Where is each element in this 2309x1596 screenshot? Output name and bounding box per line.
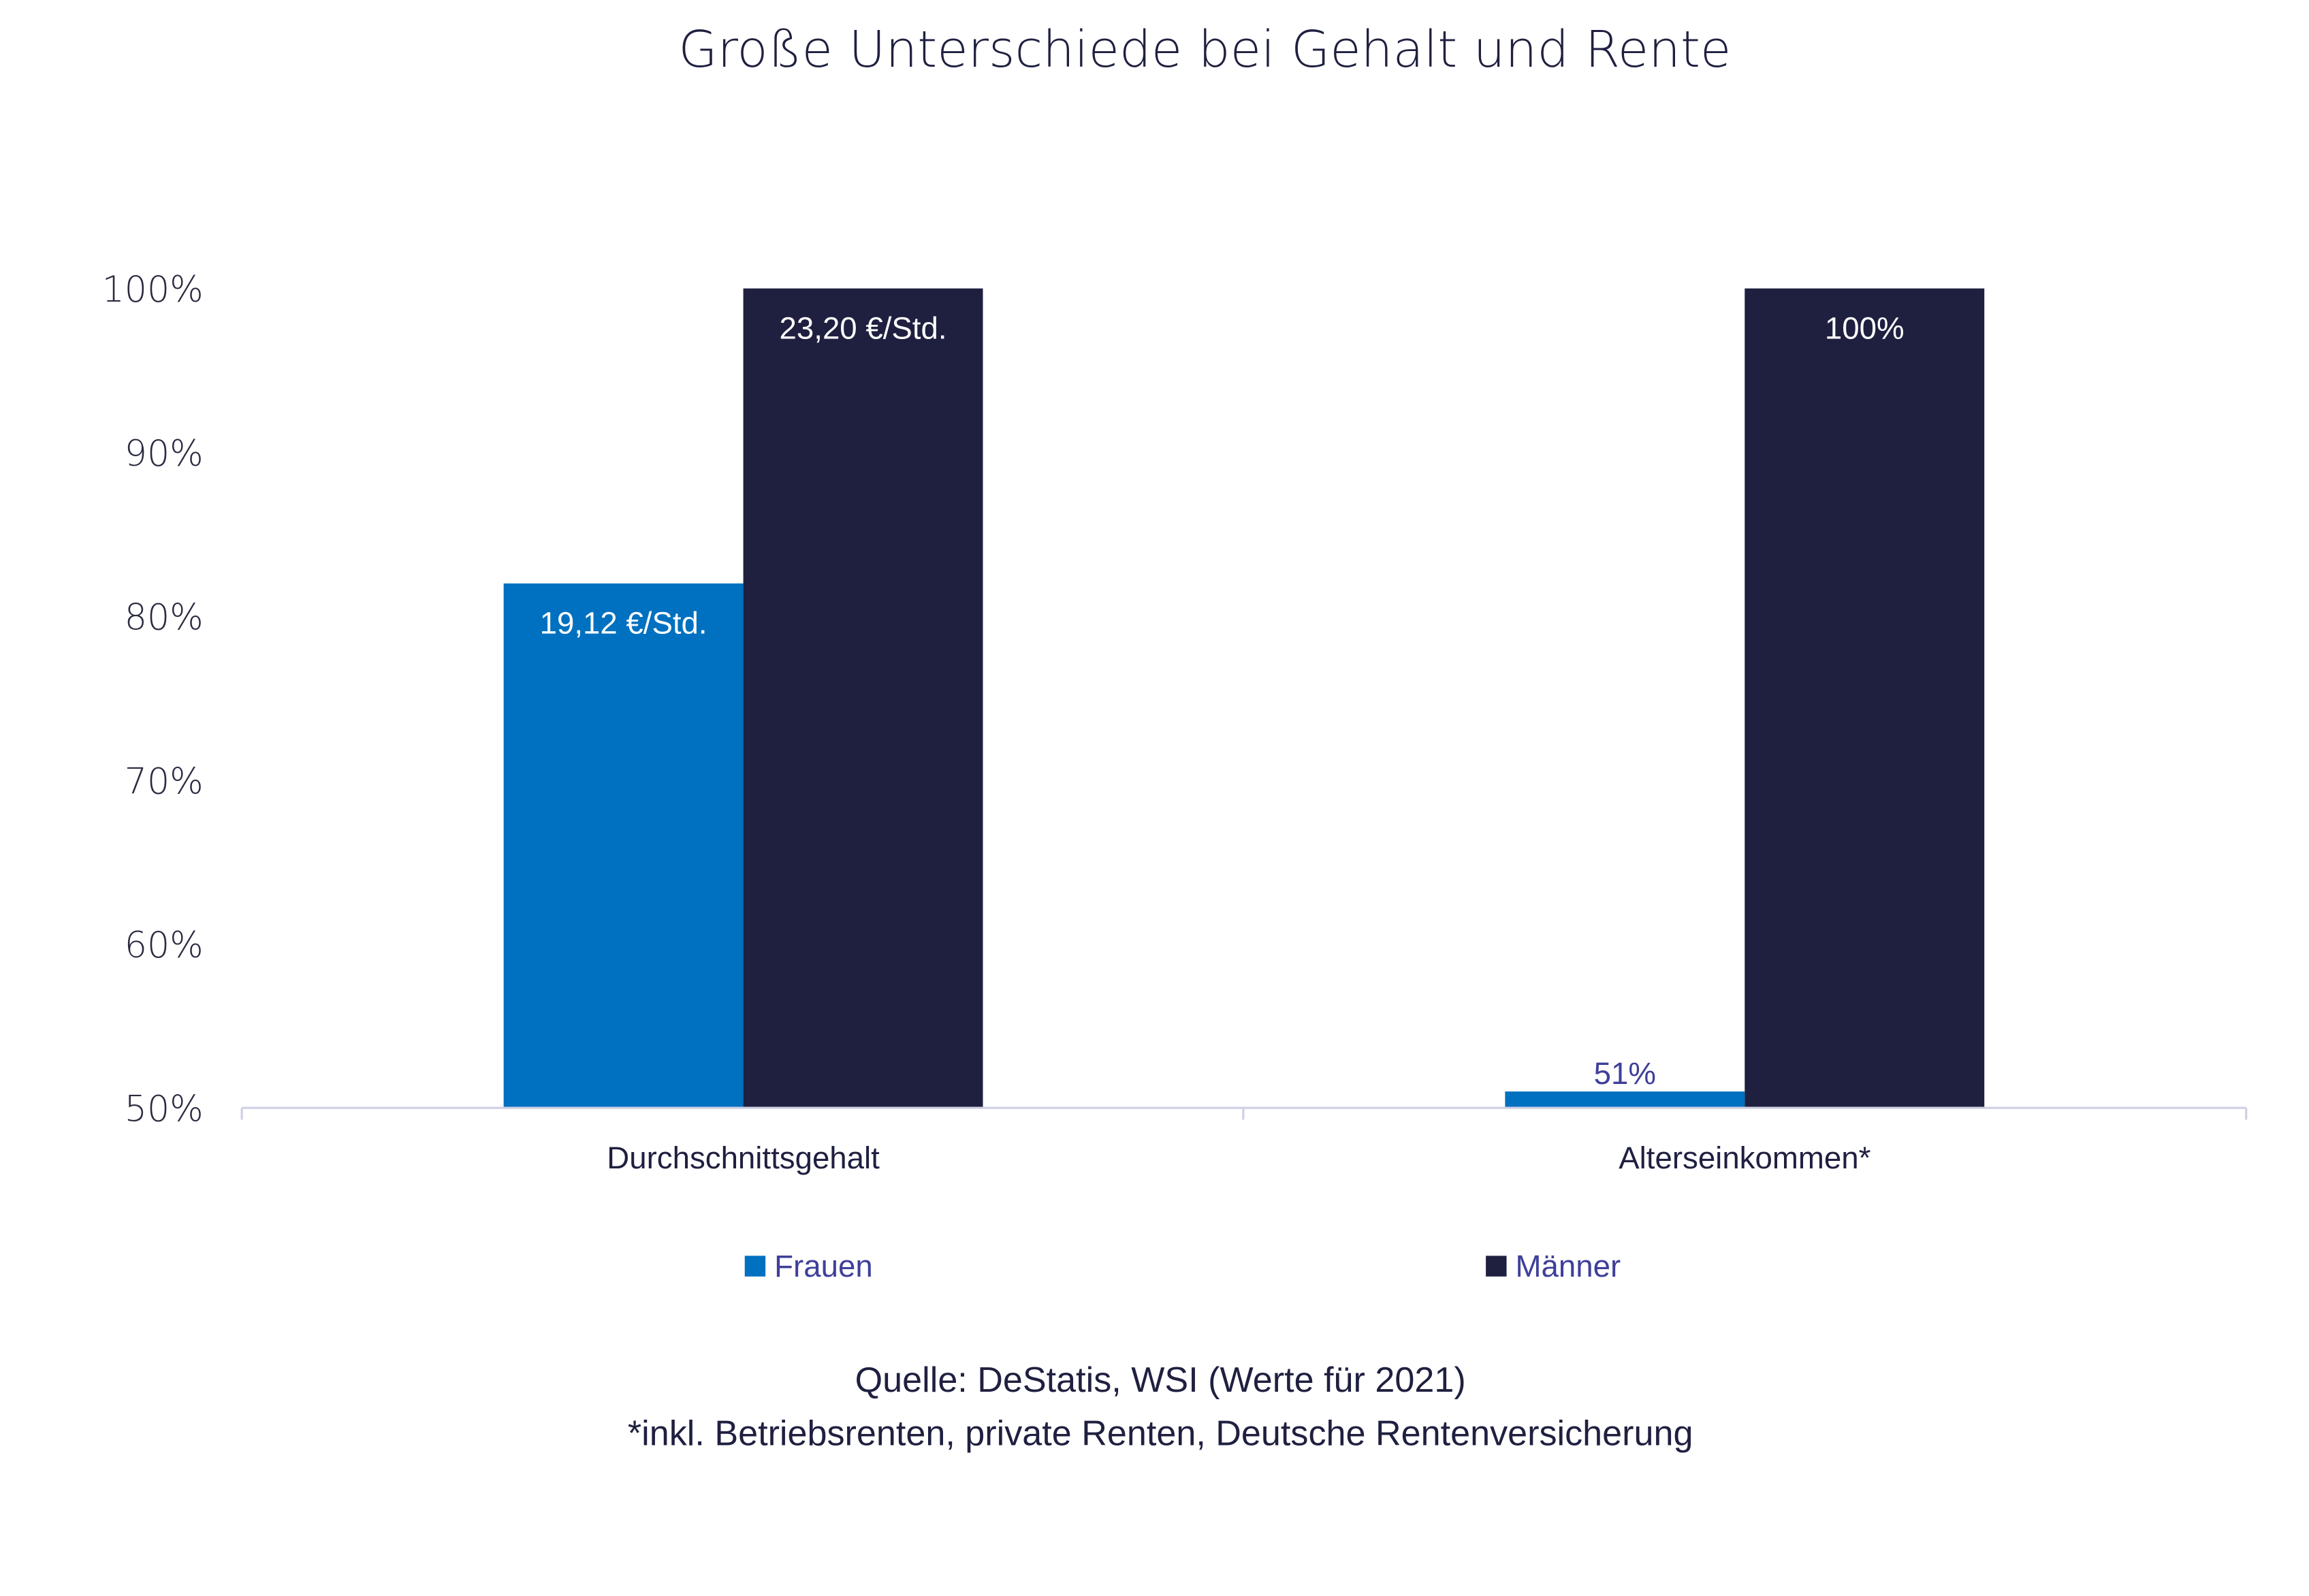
y-tick-label: 50% xyxy=(125,1089,204,1130)
legend-swatch-maenner xyxy=(1486,1256,1507,1277)
legend-swatch-frauen xyxy=(744,1256,766,1277)
y-tick-label: 80% xyxy=(125,598,204,639)
footnote: *inkl. Betriebsrenten, private Renten, D… xyxy=(628,1414,1693,1453)
legend-label-maenner: Männer xyxy=(1516,1249,1621,1283)
data-label: 19,12 €/Std. xyxy=(540,606,707,641)
bar-frauen-1 xyxy=(1505,1091,1745,1108)
data-label: 51% xyxy=(1594,1056,1656,1091)
y-tick-label: 60% xyxy=(125,925,204,966)
bar-maenner-0 xyxy=(743,288,983,1108)
source-note: Quelle: DeStatis, WSI (Werte für 2021) xyxy=(855,1360,1466,1400)
category-label: Durchschnittsgehalt xyxy=(607,1140,880,1175)
bar-maenner-1 xyxy=(1745,288,1985,1108)
y-tick-label: 90% xyxy=(125,434,204,475)
legend-label-frauen: Frauen xyxy=(774,1249,873,1283)
data-label: 23,20 €/Std. xyxy=(780,310,947,345)
y-tick-label: 100% xyxy=(102,270,204,310)
legend: Frauen Männer xyxy=(744,1249,1621,1283)
y-tick-label: 70% xyxy=(125,761,204,802)
chart-title: Große Unterschiede bei Gehalt und Rente xyxy=(678,20,1731,79)
data-label: 100% xyxy=(1825,310,1905,345)
category-label: Alterseinkommen* xyxy=(1619,1140,1870,1175)
bar-frauen-0 xyxy=(503,583,744,1108)
